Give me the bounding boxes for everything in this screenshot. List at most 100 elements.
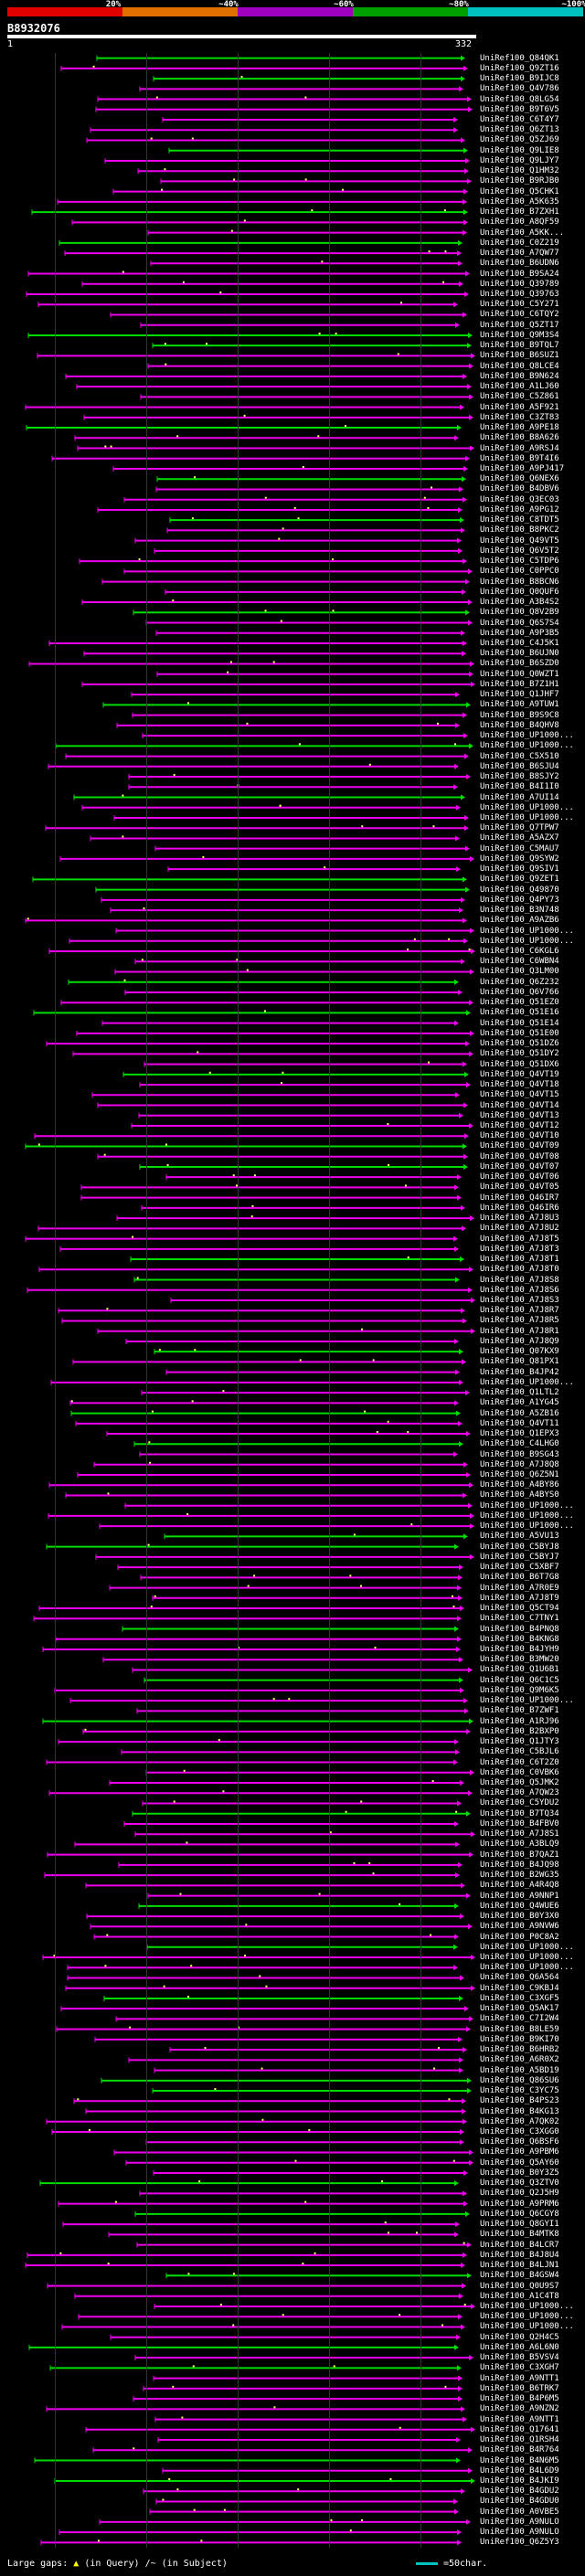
hit-label[interactable]: UniRef100_Q17641 xyxy=(480,2424,559,2434)
hit-label[interactable]: UniRef100_Q4VT10 xyxy=(480,1131,559,1141)
hit-label[interactable]: UniRef100_Q9SIV1 xyxy=(480,864,559,875)
hit-label[interactable]: UniRef100_B4JP42 xyxy=(480,1367,559,1377)
hit-label[interactable]: UniRef100_C3XGF5 xyxy=(480,1993,559,2003)
hit-label[interactable]: UniRef100_Q4V786 xyxy=(480,84,559,94)
hit-label[interactable]: UniRef100_A1LJ60 xyxy=(480,382,559,392)
hit-label[interactable]: UniRef100_C6KGL6 xyxy=(480,947,559,957)
hit-label[interactable]: UniRef100_C6TQY2 xyxy=(480,310,559,320)
hit-label[interactable]: UniRef100_A1RJ96 xyxy=(480,1716,559,1726)
hit-label[interactable]: UniRef100_B4JYH9 xyxy=(480,1644,559,1654)
hit-label[interactable]: UniRef100_Q3ZTV0 xyxy=(480,2178,559,2189)
hit-label[interactable]: UniRef100_Q4VT11 xyxy=(480,1418,559,1428)
hit-label[interactable]: UniRef100_Q6NEX6 xyxy=(480,474,559,484)
hit-label[interactable]: UniRef100_Q6A564 xyxy=(480,1973,559,1983)
hit-label[interactable]: UniRef100_C5X510 xyxy=(480,751,559,761)
hit-label[interactable]: UniRef100_B7ZWF1 xyxy=(480,1706,559,1716)
hit-label[interactable]: UniRef100_B4L6D9 xyxy=(480,2465,559,2475)
hit-label[interactable]: UniRef100_Q6Z5N1 xyxy=(480,1469,559,1479)
hit-label[interactable]: UniRef100_UP1000... xyxy=(480,1511,574,1521)
hit-label[interactable]: UniRef100_A9NVW6 xyxy=(480,1922,559,1932)
hit-label[interactable]: UniRef100_A3BLQ9 xyxy=(480,1839,559,1850)
hit-label[interactable]: UniRef100_Q5ZJ69 xyxy=(480,135,559,145)
hit-label[interactable]: UniRef100_Q6V5T2 xyxy=(480,546,559,556)
hit-label[interactable]: UniRef100_A9NNP1 xyxy=(480,1891,559,1901)
hit-label[interactable]: UniRef100_B4LJN1 xyxy=(480,2261,559,2271)
hit-label[interactable]: UniRef100_B7TQ34 xyxy=(480,1808,559,1818)
hit-label[interactable]: UniRef100_B4P6M5 xyxy=(480,2394,559,2404)
hit-label[interactable]: UniRef100_Q4VT05 xyxy=(480,1182,559,1193)
hit-label[interactable]: UniRef100_Q7TPW7 xyxy=(480,823,559,833)
hit-label[interactable]: UniRef100_B6T7G8 xyxy=(480,1573,559,1583)
hit-label[interactable]: UniRef100_Q51E16 xyxy=(480,1008,559,1018)
hit-label[interactable]: UniRef100_Q9M3S4 xyxy=(480,330,559,340)
hit-label[interactable]: UniRef100_B8LE59 xyxy=(480,2024,559,2034)
hit-label[interactable]: UniRef100_B9N624 xyxy=(480,371,559,381)
hit-label[interactable]: UniRef100_Q3EC03 xyxy=(480,494,559,504)
hit-label[interactable]: UniRef100_B9KI70 xyxy=(480,2034,559,2044)
hit-label[interactable]: UniRef100_A6L6N0 xyxy=(480,2342,559,2352)
hit-label[interactable]: UniRef100_B6SUZ1 xyxy=(480,351,559,361)
hit-label[interactable]: UniRef100_B4MTK8 xyxy=(480,2230,559,2240)
hit-label[interactable]: UniRef100_C5TDP6 xyxy=(480,557,559,567)
hit-label[interactable]: UniRef100_A5KK... xyxy=(480,228,565,238)
hit-label[interactable]: UniRef100_A7J8R7 xyxy=(480,1306,559,1316)
hit-label[interactable]: UniRef100_Q2J5H9 xyxy=(480,2189,559,2199)
hit-label[interactable]: UniRef100_Q4VT07 xyxy=(480,1161,559,1171)
hit-label[interactable]: UniRef100_Q6Z232 xyxy=(480,977,559,987)
hit-label[interactable]: UniRef100_A6R0X2 xyxy=(480,2055,559,2065)
hit-label[interactable]: UniRef100_A5BD19 xyxy=(480,2065,559,2075)
hit-label[interactable]: UniRef100_Q0QUF6 xyxy=(480,587,559,597)
hit-label[interactable]: UniRef100_B6UDN6 xyxy=(480,259,559,269)
hit-label[interactable]: UniRef100_C5BJL6 xyxy=(480,1747,559,1757)
hit-label[interactable]: UniRef100_B4PS23 xyxy=(480,2096,559,2106)
hit-label[interactable]: UniRef100_A9PE18 xyxy=(480,423,559,433)
hit-label[interactable]: UniRef100_C3XGH7 xyxy=(480,2363,559,2373)
hit-label[interactable]: UniRef100_Q6CGY8 xyxy=(480,2209,559,2219)
hit-label[interactable]: UniRef100_Q5AY60 xyxy=(480,2157,559,2168)
hit-label[interactable]: UniRef100_B9RJB0 xyxy=(480,176,559,186)
hit-label[interactable]: UniRef100_A7J8U3 xyxy=(480,1214,559,1224)
hit-label[interactable]: UniRef100_A5F921 xyxy=(480,402,559,412)
hit-label[interactable]: UniRef100_Q0WZT1 xyxy=(480,669,559,679)
hit-label[interactable]: UniRef100_C5YDU2 xyxy=(480,1798,559,1808)
hit-label[interactable]: UniRef100_B8BCN6 xyxy=(480,577,559,587)
hit-label[interactable]: UniRef100_C0Z219 xyxy=(480,238,559,248)
hit-label[interactable]: UniRef100_A1C4T8 xyxy=(480,2291,559,2301)
hit-label[interactable]: UniRef100_A9NULO xyxy=(480,2528,559,2538)
hit-label[interactable]: UniRef100_B9TQL7 xyxy=(480,341,559,351)
hit-label[interactable]: UniRef100_Q5ZT17 xyxy=(480,320,559,330)
hit-label[interactable]: UniRef100_B6SZD0 xyxy=(480,659,559,669)
hit-label[interactable]: UniRef100_C5Z861 xyxy=(480,392,559,402)
hit-label[interactable]: UniRef100_Q4VT13 xyxy=(480,1110,559,1120)
hit-label[interactable]: UniRef100_Q9ZET1 xyxy=(480,875,559,885)
hit-label[interactable]: UniRef100_UP1000... xyxy=(480,936,574,946)
hit-label[interactable]: UniRef100_B4FBV0 xyxy=(480,1818,559,1829)
hit-label[interactable]: UniRef100_Q84QK1 xyxy=(480,53,559,63)
hit-label[interactable]: UniRef100_Q4VT08 xyxy=(480,1151,559,1161)
hit-label[interactable]: UniRef100_B9SG43 xyxy=(480,1449,559,1459)
hit-label[interactable]: UniRef100_Q1JHF7 xyxy=(480,690,559,700)
hit-label[interactable]: UniRef100_Q6BSF6 xyxy=(480,2137,559,2147)
hit-label[interactable]: UniRef100_A9PJ417 xyxy=(480,464,565,473)
hit-label[interactable]: UniRef100_A7J8T1 xyxy=(480,1255,559,1265)
hit-label[interactable]: UniRef100_Q86SU6 xyxy=(480,2075,559,2085)
hit-label[interactable]: UniRef100_C5Y271 xyxy=(480,300,559,310)
hit-label[interactable]: UniRef100_B4J8U4 xyxy=(480,2250,559,2260)
hit-label[interactable]: UniRef100_B9IJC8 xyxy=(480,74,559,84)
hit-label[interactable]: UniRef100_Q1JTY3 xyxy=(480,1737,559,1747)
hit-label[interactable]: UniRef100_A9RSJ4 xyxy=(480,443,559,453)
hit-label[interactable]: UniRef100_A5ZB16 xyxy=(480,1408,559,1418)
hit-label[interactable]: UniRef100_A7J8S8 xyxy=(480,1275,559,1285)
hit-label[interactable]: UniRef100_A5VU13 xyxy=(480,1532,559,1542)
hit-label[interactable]: UniRef100_A7J8T9 xyxy=(480,1593,559,1603)
hit-label[interactable]: UniRef100_A7J8U2 xyxy=(480,1224,559,1234)
hit-label[interactable]: UniRef100_UP1000... xyxy=(480,812,574,822)
hit-label[interactable]: UniRef100_C3ZT83 xyxy=(480,412,559,422)
hit-label[interactable]: UniRef100_C4J5K1 xyxy=(480,638,559,648)
hit-label[interactable]: UniRef100_Q3LM00 xyxy=(480,967,559,977)
hit-label[interactable]: UniRef100_Q1RSH4 xyxy=(480,2435,559,2445)
hit-label[interactable]: UniRef100_B9T6V5 xyxy=(480,104,559,114)
hit-label[interactable]: UniRef100_Q46IR7 xyxy=(480,1193,559,1203)
hit-label[interactable]: UniRef100_C8TDT5 xyxy=(480,515,559,525)
hit-label[interactable]: UniRef100_C6WBN4 xyxy=(480,957,559,967)
